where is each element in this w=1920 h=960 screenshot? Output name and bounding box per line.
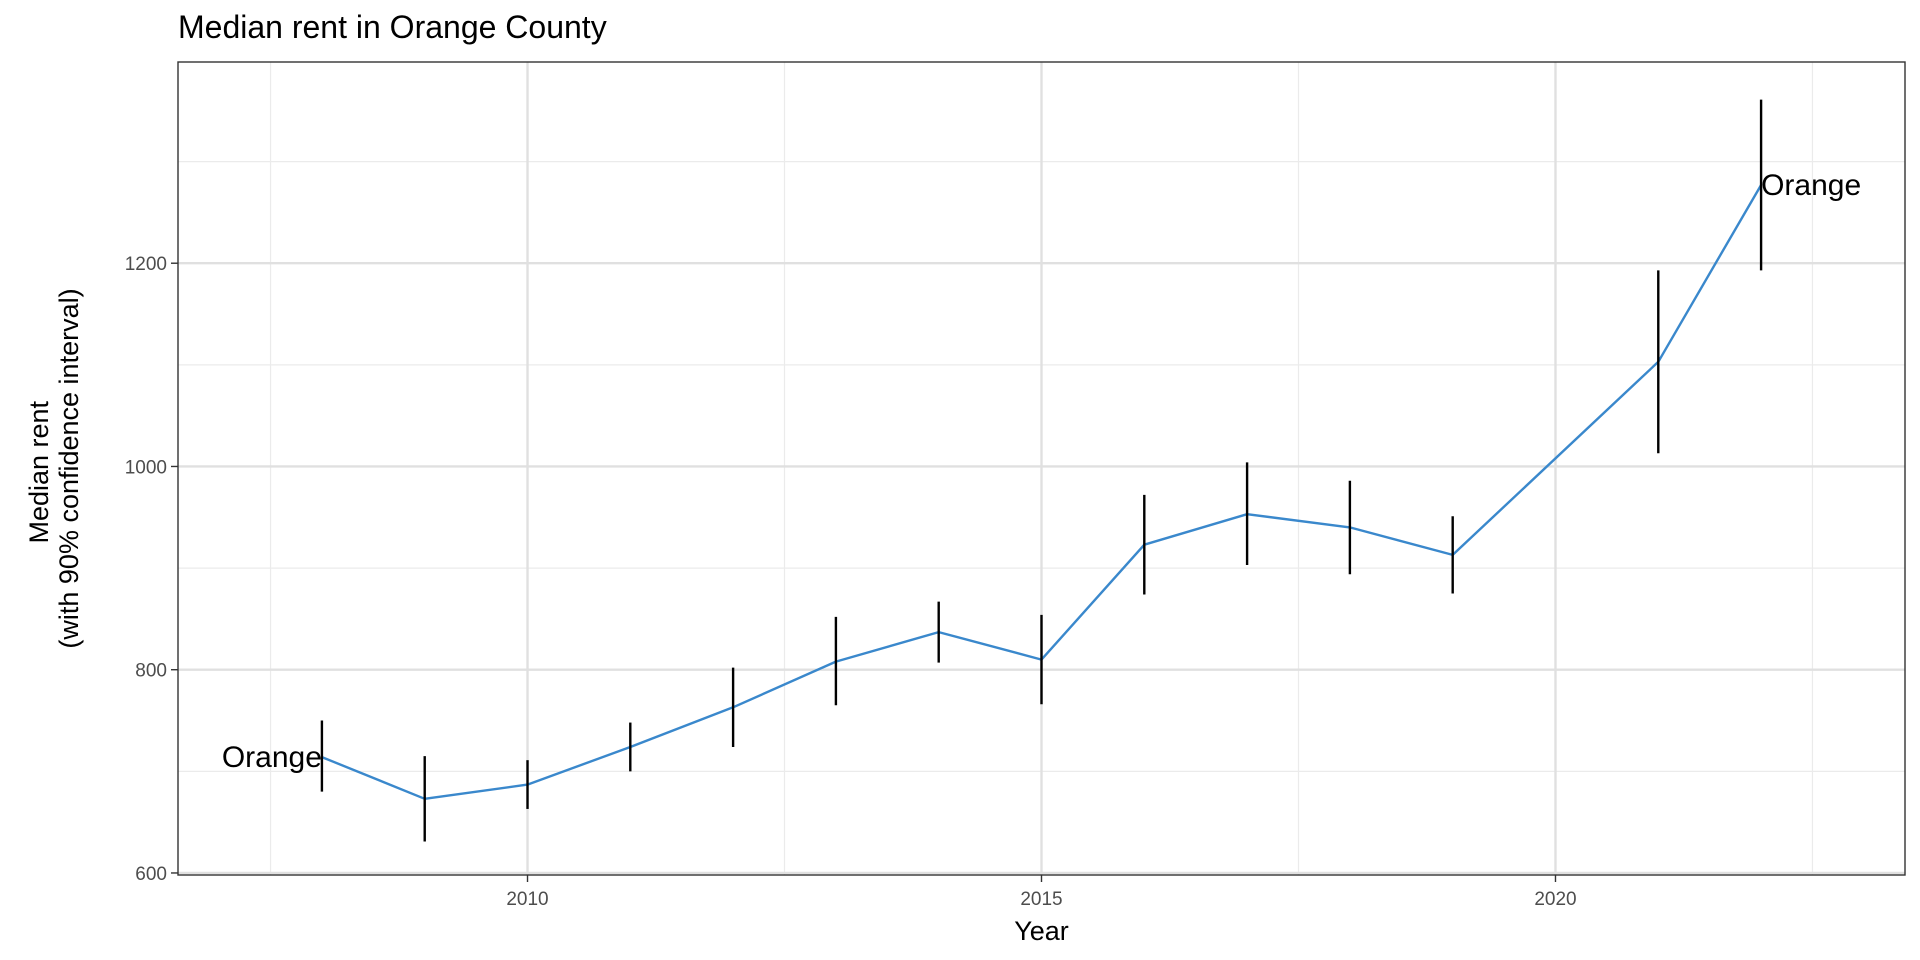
- y-axis-title-line-2: (with 90% confidence interval): [54, 288, 84, 648]
- x-tick-label: 2020: [1534, 889, 1576, 910]
- plot-border: [177, 61, 1906, 876]
- y-axis-ticks: 600 800 1000 1200: [125, 254, 178, 885]
- major-gridlines: [178, 62, 1905, 875]
- series-label-orange: Orange: [1761, 169, 1861, 202]
- series-labels: Orange Orange: [222, 169, 1861, 774]
- x-tick-label: 2015: [1020, 889, 1062, 910]
- y-tick-label: 1200: [125, 254, 167, 275]
- x-axis-title: Year: [1014, 916, 1069, 946]
- series-line-orange: [321, 184, 1763, 800]
- chart-title: Median rent in Orange County: [178, 9, 607, 45]
- y-axis-title: Median rent (with 90% confidence interva…: [24, 288, 84, 648]
- y-axis-title-line-1: Median rent: [24, 400, 54, 543]
- y-tick-label: 1000: [125, 457, 167, 478]
- x-tick-label: 2010: [506, 889, 548, 910]
- series-label-orange: Orange: [222, 741, 322, 774]
- x-axis-ticks: 2010 2015 2020: [506, 875, 1577, 910]
- error-bars: [320, 99, 1763, 842]
- y-tick-label: 800: [135, 661, 167, 682]
- y-tick-label: 600: [135, 864, 167, 885]
